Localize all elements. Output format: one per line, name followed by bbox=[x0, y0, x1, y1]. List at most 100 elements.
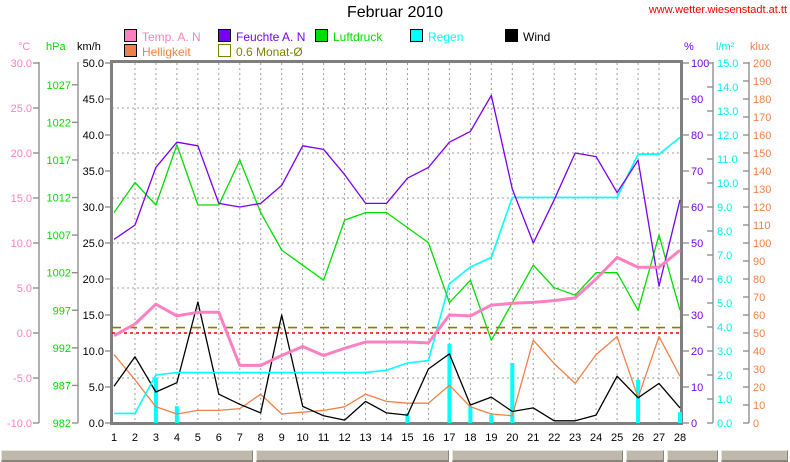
wind-axis-tick-label: 25.0 bbox=[83, 238, 104, 250]
x-axis-day-label: 18 bbox=[464, 432, 476, 444]
legend-swatch-wind bbox=[505, 29, 518, 42]
legend-label: Luftdruck bbox=[333, 30, 383, 44]
rain-bar-day-18 bbox=[468, 406, 473, 423]
humidity-axis-tick-label: 30 bbox=[691, 310, 703, 322]
rain-axis-tick-label: 14.0 bbox=[717, 82, 738, 94]
legend-label: Wind bbox=[523, 30, 551, 44]
wind-axis-tick-label: 0.0 bbox=[89, 418, 104, 430]
legend-swatch-helligkeit bbox=[124, 44, 137, 57]
legend-swatch-0-6-monat bbox=[218, 44, 231, 57]
rain-bar-day-28 bbox=[678, 412, 682, 423]
klux-axis-tick-label: 140 bbox=[753, 166, 771, 178]
humidity-axis-tick-label: 0 bbox=[691, 418, 697, 430]
x-axis-day-label: 17 bbox=[443, 432, 455, 444]
pressure-axis-tick-label: 1007 bbox=[47, 230, 71, 242]
wind-axis-tick-label: 20.0 bbox=[83, 274, 104, 286]
legend-label: 0.6 Monat-Ø bbox=[236, 45, 303, 59]
temp-axis-tick-label: 10.0 bbox=[11, 238, 32, 250]
legend-item-feuchte-a-n: Feuchte A. N bbox=[218, 29, 305, 44]
legend-item-regen: Regen bbox=[410, 29, 463, 44]
klux-axis-tick-label: 100 bbox=[753, 238, 771, 250]
rain-axis-tick-label: 6.0 bbox=[717, 274, 732, 286]
x-axis-day-label: 8 bbox=[258, 432, 264, 444]
weather-chart: 30.025.020.015.010.05.00.0-5.0-10.010271… bbox=[7, 58, 771, 444]
rain-bar-day-15 bbox=[405, 413, 410, 423]
rain-axis-tick-label: 1.0 bbox=[717, 394, 732, 406]
rain-axis-tick-label: 12.0 bbox=[717, 130, 738, 142]
humidity-axis-tick-label: 90 bbox=[691, 94, 703, 106]
pressure-axis-tick-label: 997 bbox=[53, 305, 71, 317]
series-line-luftdruck bbox=[113, 144, 681, 341]
legend-swatch-luftdruck bbox=[315, 29, 328, 42]
klux-axis-tick-label: 200 bbox=[753, 58, 771, 70]
klux-axis-tick-label: 0 bbox=[753, 418, 759, 430]
legend-label: Helligkeit bbox=[142, 45, 191, 59]
klux-axis-tick-label: 20 bbox=[753, 382, 765, 394]
station-url-link[interactable]: www.wetter.wiesenstadt.at.tt bbox=[648, 4, 787, 16]
x-axis-day-label: 28 bbox=[674, 432, 686, 444]
pressure-axis-tick-label: 1002 bbox=[47, 268, 71, 280]
series-line-temp-a-n bbox=[113, 249, 681, 367]
klux-axis-tick-label: 110 bbox=[753, 220, 771, 232]
klux-axis-tick-label: 150 bbox=[753, 148, 771, 160]
klux-axis-tick-label: 30 bbox=[753, 364, 765, 376]
rain-bar-day-3 bbox=[153, 377, 158, 423]
legend-item-luftdruck: Luftdruck bbox=[315, 29, 382, 44]
wind-axis-tick-label: 35.0 bbox=[83, 166, 104, 178]
series-line-regen bbox=[114, 136, 681, 415]
klux-axis-tick-label: 60 bbox=[753, 310, 765, 322]
rain-bar-day-19 bbox=[489, 414, 494, 423]
temp-axis-tick-label: 0.0 bbox=[17, 328, 32, 340]
wind-axis-tick-label: 10.0 bbox=[83, 346, 104, 358]
wind-axis-tick-label: 5.0 bbox=[89, 382, 104, 394]
page-title: Februar 2010 bbox=[346, 4, 444, 21]
rain-axis-tick-label: 15.0 bbox=[717, 58, 738, 70]
x-axis-day-label: 21 bbox=[527, 432, 539, 444]
rain-bar-day-20 bbox=[510, 363, 515, 423]
series-line-wind bbox=[113, 301, 681, 422]
x-axis-day-label: 1 bbox=[111, 432, 117, 444]
rain-axis-tick-label: 11.0 bbox=[717, 154, 738, 166]
temp-axis-tick-label: 25.0 bbox=[11, 103, 32, 115]
rain-axis-tick-label: 7.0 bbox=[717, 250, 732, 262]
pressure-axis-tick-label: 1027 bbox=[47, 80, 71, 92]
temp-axis-tick-label: 20.0 bbox=[11, 148, 32, 160]
klux-axis-tick-label: 10 bbox=[753, 400, 765, 412]
x-axis-day-label: 15 bbox=[401, 432, 413, 444]
rain-bar-day-17 bbox=[447, 343, 452, 423]
wind-axis-tick-label: 45.0 bbox=[83, 94, 104, 106]
klux-axis-tick-label: 170 bbox=[753, 112, 771, 124]
klux-axis-tick-label: 70 bbox=[753, 292, 765, 304]
temp-axis-tick-label: -10.0 bbox=[7, 418, 32, 430]
legend-swatch-regen bbox=[410, 29, 423, 42]
x-axis-day-label: 2 bbox=[132, 432, 138, 444]
axis-unit-: % bbox=[684, 41, 694, 53]
rain-axis-tick-label: 0.0 bbox=[717, 418, 732, 430]
humidity-axis-tick-label: 100 bbox=[691, 58, 709, 70]
pressure-axis-tick-label: 987 bbox=[53, 380, 71, 392]
x-axis-day-label: 24 bbox=[590, 432, 602, 444]
plot-frame bbox=[110, 60, 683, 425]
humidity-axis-tick-label: 60 bbox=[691, 202, 703, 214]
rain-axis-tick-label: 13.0 bbox=[717, 106, 738, 118]
x-axis-day-label: 12 bbox=[338, 432, 350, 444]
legend-item-temp-a-n: Temp. A. N bbox=[124, 29, 201, 44]
klux-axis-tick-label: 90 bbox=[753, 256, 765, 268]
wind-axis-tick-label: 15.0 bbox=[83, 310, 104, 322]
rain-axis-tick-label: 8.0 bbox=[717, 226, 732, 238]
x-axis-day-label: 14 bbox=[380, 432, 392, 444]
x-axis-day-label: 27 bbox=[653, 432, 665, 444]
footer-panel-divider-3 bbox=[452, 450, 623, 462]
temp-axis-tick-label: 30.0 bbox=[11, 58, 32, 70]
legend-swatch-temp-a-n bbox=[124, 29, 137, 42]
x-axis-day-label: 10 bbox=[297, 432, 309, 444]
wind-axis-tick-label: 30.0 bbox=[83, 202, 104, 214]
humidity-axis-tick-label: 80 bbox=[691, 130, 703, 142]
pressure-axis-tick-label: 982 bbox=[53, 418, 71, 430]
rain-axis-tick-label: 5.0 bbox=[717, 298, 732, 310]
temp-axis-tick-label: 15.0 bbox=[11, 193, 32, 205]
series-line-feuchte-a-n bbox=[113, 94, 681, 287]
legend-item-helligkeit: Helligkeit bbox=[124, 44, 191, 59]
x-axis-day-label: 16 bbox=[422, 432, 434, 444]
x-axis-day-label: 26 bbox=[632, 432, 644, 444]
